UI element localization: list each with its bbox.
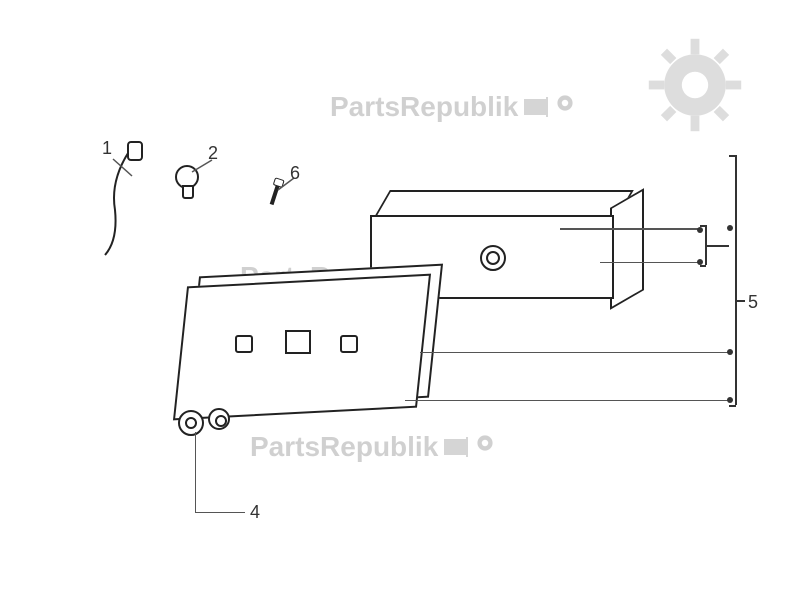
gear-icon bbox=[472, 430, 498, 463]
leader-to-bracket-3 bbox=[405, 400, 730, 401]
leader-4-h bbox=[195, 432, 196, 512]
bracket-outer-out bbox=[735, 300, 745, 302]
leader-dot bbox=[697, 227, 703, 233]
leader-dot bbox=[727, 349, 733, 355]
flag-icon bbox=[524, 99, 546, 115]
part-label-1: 1 bbox=[102, 138, 112, 159]
diagram-canvas: PartsRepublik PartsRepublik PartsRepubli… bbox=[0, 0, 800, 600]
part-label-4: 4 bbox=[250, 502, 260, 523]
bulb-socket-icon bbox=[480, 245, 506, 271]
bracket-inner-out bbox=[705, 245, 729, 247]
gear-icon bbox=[552, 90, 578, 123]
washer-outer bbox=[178, 410, 204, 436]
leader-1 bbox=[110, 156, 140, 191]
bracket-outer-top bbox=[729, 155, 736, 157]
leader-4-v bbox=[195, 512, 245, 513]
bracket-inner-top bbox=[700, 225, 706, 227]
bracket-inner-bot bbox=[700, 265, 706, 267]
rod-line bbox=[560, 228, 700, 230]
watermark-big-gear bbox=[640, 30, 750, 145]
leader-to-bracket-2 bbox=[420, 352, 730, 353]
lamp-lens-plate bbox=[180, 280, 420, 410]
leader-to-bracket-1 bbox=[600, 262, 700, 263]
watermark-text: PartsRepublik bbox=[250, 431, 438, 463]
watermark-text: PartsRepublik bbox=[330, 91, 518, 123]
flag-icon bbox=[444, 439, 466, 455]
part-label-2: 2 bbox=[208, 143, 218, 164]
bracket-outer bbox=[735, 155, 737, 405]
bracket-outer-bot bbox=[729, 405, 736, 407]
leader-dot bbox=[727, 225, 733, 231]
part-label-6: 6 bbox=[290, 163, 300, 184]
part-label-5: 5 bbox=[748, 292, 758, 313]
leader-dot bbox=[727, 397, 733, 403]
washer-inner bbox=[208, 408, 230, 430]
watermark-row-1: PartsRepublik bbox=[330, 90, 578, 123]
watermark-row-3: PartsRepublik bbox=[250, 430, 498, 463]
